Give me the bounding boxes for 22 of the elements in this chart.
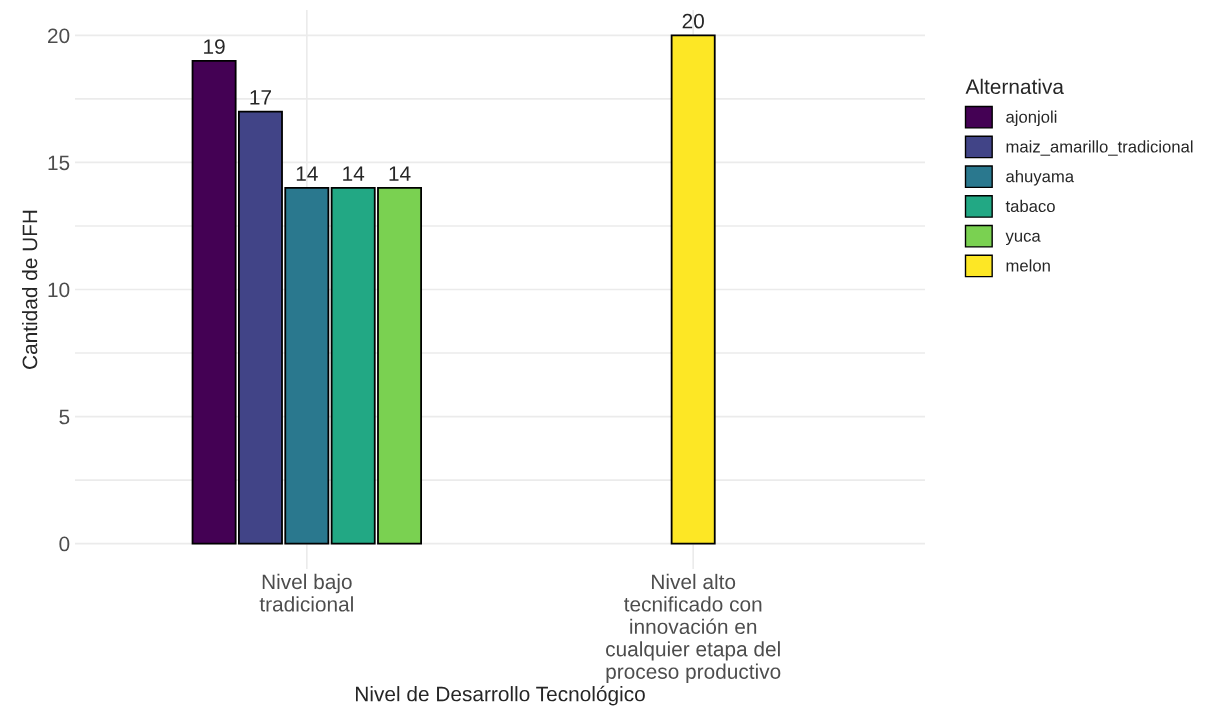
legend-label: maiz_amarillo_tradicional bbox=[1006, 140, 1193, 156]
x-tick-label: Nivel bajo tradicional bbox=[259, 573, 353, 612]
y-tick-label: 15 bbox=[48, 155, 70, 171]
data-label: 19 bbox=[204, 39, 225, 54]
legend-title: Alternativa bbox=[965, 78, 1064, 95]
legend-label: ajonjoli bbox=[1006, 110, 1057, 127]
y-tick-label: 10 bbox=[48, 282, 70, 298]
y-tick-label: 20 bbox=[48, 28, 70, 44]
legend-label: melon bbox=[1006, 259, 1050, 272]
legend-label: yuca bbox=[1005, 232, 1041, 246]
data-label: 17 bbox=[250, 90, 271, 105]
x-tick-label: Nivel alto tecnificado con innovación en cualquier etapa del proceso productivo bbox=[606, 573, 781, 684]
y-tick-label: 5 bbox=[59, 409, 70, 425]
data-label: 14 bbox=[343, 166, 365, 181]
data-label: 20 bbox=[682, 13, 704, 29]
y-axis-title: Cantidad de UFH bbox=[21, 210, 38, 369]
legend-label: ahuyama bbox=[1006, 170, 1075, 186]
data-label: 14 bbox=[389, 166, 411, 181]
data-label: 14 bbox=[296, 166, 318, 181]
y-tick-label: 0 bbox=[59, 536, 70, 552]
legend-label: tabaco bbox=[1005, 199, 1055, 213]
x-axis-title: Nivel de Desarrollo Tecnológico bbox=[356, 685, 645, 706]
